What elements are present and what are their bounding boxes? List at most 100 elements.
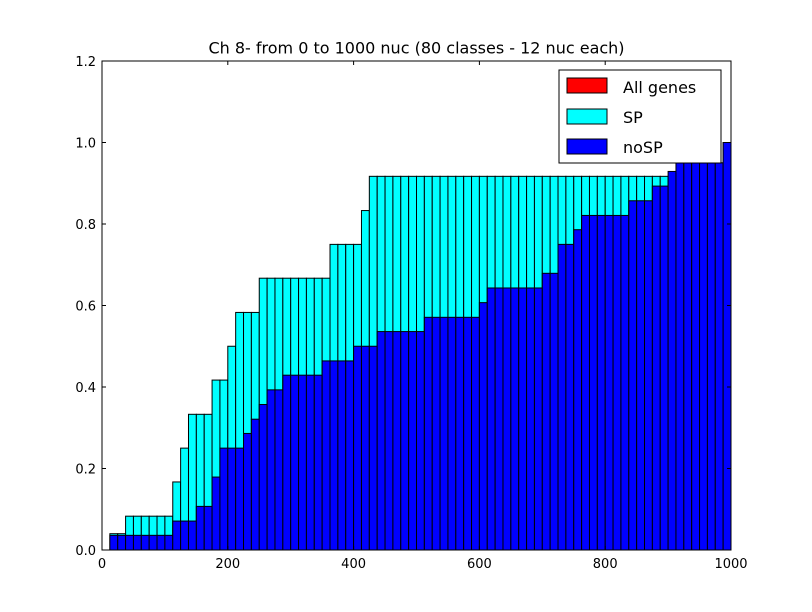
x-axis: 0 200 400 600 800 1000 bbox=[98, 61, 748, 572]
nosp-bar bbox=[250, 418, 260, 551]
legend-label-all-genes: All genes bbox=[623, 78, 696, 97]
nosp-bar bbox=[117, 534, 127, 551]
nosp-bar bbox=[691, 162, 701, 551]
nosp-bar bbox=[659, 185, 669, 551]
nosp-bar bbox=[211, 476, 221, 551]
nosp-bar bbox=[620, 214, 630, 551]
nosp-bar bbox=[471, 316, 480, 551]
legend-label-sp: SP bbox=[623, 108, 643, 127]
nosp-bar bbox=[675, 162, 685, 551]
nosp-bar bbox=[510, 287, 520, 551]
x-tick-label: 600 bbox=[467, 557, 492, 572]
nosp-bar bbox=[612, 214, 622, 551]
nosp-bar bbox=[408, 331, 418, 551]
y-tick-label: 0.2 bbox=[75, 463, 96, 478]
nosp-bar bbox=[651, 185, 661, 551]
nosp-bar bbox=[203, 505, 213, 551]
nosp-bar bbox=[581, 214, 590, 551]
y-tick-label: 0.6 bbox=[75, 300, 96, 315]
nosp-bar bbox=[699, 162, 708, 551]
nosp-bar bbox=[722, 142, 732, 551]
nosp-bar bbox=[360, 345, 370, 551]
nosp-bar bbox=[455, 316, 465, 551]
nosp-bar bbox=[282, 374, 292, 551]
chart-title: Ch 8- from 0 to 1000 nuc (80 classes - 1… bbox=[208, 39, 624, 58]
x-tick-label: 400 bbox=[341, 557, 366, 572]
y-tick-label: 0.4 bbox=[75, 381, 96, 396]
nosp-bar bbox=[148, 534, 158, 551]
y-tick-label: 0.8 bbox=[75, 218, 96, 233]
nosp-bar bbox=[526, 287, 535, 551]
y-tick-label: 1.2 bbox=[75, 55, 96, 70]
legend-label-nosp: noSP bbox=[623, 138, 663, 157]
legend: All genes SP noSP bbox=[558, 69, 722, 164]
nosp-bar bbox=[219, 447, 229, 551]
nosp-bar bbox=[557, 243, 567, 551]
nosp-bar bbox=[416, 331, 425, 551]
nosp-bar bbox=[644, 200, 653, 551]
y-tick-label: 0.0 bbox=[75, 544, 96, 559]
nosp-bar bbox=[195, 505, 205, 551]
nosp-bar bbox=[486, 287, 496, 551]
x-tick-label: 0 bbox=[98, 557, 106, 572]
nosp-bar bbox=[274, 389, 284, 551]
nosp-bar bbox=[423, 316, 433, 551]
nosp-bar bbox=[494, 287, 504, 551]
nosp-bar bbox=[549, 272, 559, 551]
nosp-bar bbox=[604, 214, 614, 551]
nosp-bar bbox=[353, 345, 362, 551]
nosp-bar bbox=[258, 404, 268, 551]
nosp-bar bbox=[305, 374, 315, 551]
nosp-bar bbox=[439, 316, 449, 551]
nosp-bar bbox=[156, 534, 166, 551]
nosp-bar bbox=[329, 360, 339, 551]
nosp-bar bbox=[140, 534, 150, 551]
nosp-bar bbox=[180, 520, 189, 551]
nosp-bar bbox=[714, 162, 724, 551]
nosp-bar bbox=[533, 287, 543, 551]
nosp-bar bbox=[290, 374, 300, 551]
nosp-bar bbox=[243, 432, 252, 551]
nosp-bar bbox=[392, 331, 402, 551]
nosp-bar bbox=[235, 447, 245, 551]
nosp-bar bbox=[596, 214, 606, 551]
nosp-bar bbox=[518, 287, 528, 551]
nosp-bar bbox=[368, 345, 378, 551]
nosp-bar bbox=[463, 316, 473, 551]
nosp-bar bbox=[227, 447, 237, 551]
nosp-bar bbox=[541, 272, 551, 551]
nosp-bar bbox=[384, 331, 394, 551]
nosp-bar bbox=[431, 316, 441, 551]
nosp-bar bbox=[502, 287, 512, 551]
nosp-bar bbox=[478, 302, 488, 551]
nosp-bar bbox=[628, 200, 638, 551]
nosp-bar bbox=[683, 162, 693, 551]
nosp-bar bbox=[376, 331, 386, 551]
nosp-bar bbox=[125, 534, 134, 551]
legend-swatch-all-genes bbox=[566, 77, 608, 94]
nosp-bar bbox=[345, 360, 355, 551]
nosp-bar bbox=[321, 360, 331, 551]
y-axis: 0.0 0.2 0.4 0.6 0.8 1.0 1.2 bbox=[75, 55, 731, 559]
nosp-bar bbox=[706, 162, 716, 551]
nosp-bar bbox=[298, 374, 307, 551]
nosp-bar bbox=[588, 214, 598, 551]
nosp-bar bbox=[172, 520, 182, 551]
nosp-bar bbox=[565, 243, 575, 551]
nosp-bar bbox=[636, 200, 646, 551]
nosp-bar bbox=[667, 170, 677, 551]
nosp-bar bbox=[109, 534, 119, 551]
x-tick-label: 200 bbox=[215, 557, 240, 572]
nosp-bar bbox=[573, 229, 583, 551]
nosp-bar bbox=[132, 534, 142, 551]
nosp-bar bbox=[266, 389, 276, 551]
nosp-bar bbox=[447, 316, 457, 551]
x-tick-label: 800 bbox=[593, 557, 618, 572]
legend-swatch-sp bbox=[566, 108, 608, 125]
nosp-bar bbox=[164, 534, 174, 551]
x-tick-label: 1000 bbox=[714, 557, 747, 572]
nosp-bar bbox=[400, 331, 410, 551]
nosp-bar bbox=[337, 360, 347, 551]
nosp-bar bbox=[187, 520, 197, 551]
